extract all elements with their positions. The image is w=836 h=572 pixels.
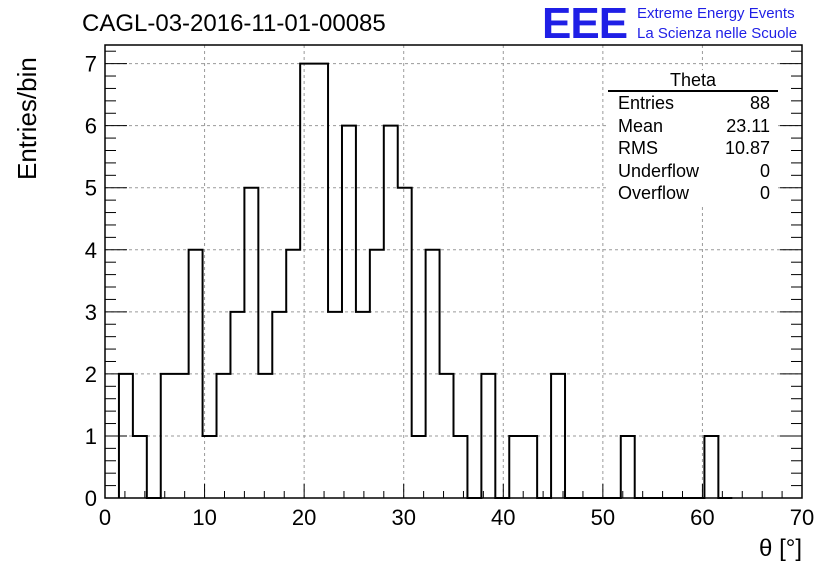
stats-row: Overflow 0 [608,182,778,205]
histogram-bar [133,436,147,498]
histogram-bar [454,436,468,498]
histogram-bar [398,188,412,498]
histogram-bar [175,374,189,498]
histogram-bar [272,312,286,498]
logo-line-2: La Scienza nelle Scuole [637,25,798,42]
plot-frame [104,44,803,499]
y-tick-label: 0 [85,486,97,511]
y-tick-label: 2 [85,362,97,387]
stats-value: 10.87 [724,138,770,158]
x-axis-label: θ [°] [759,535,802,562]
histogram-bar [217,374,231,498]
eee-logo: EEE [542,0,628,48]
x-tick-label: 40 [491,505,515,530]
stats-label: Overflow [618,183,690,203]
stats-label: Entries [618,93,675,113]
logo-line-1: Extreme Energy Events [637,5,795,22]
stats-value: 23.11 [726,115,770,136]
stats-title: Theta [608,70,778,92]
stats-box: Theta Entries 88 Mean 23.11 RMS 10.87 Under… [608,70,778,205]
histogram-bar [300,64,314,498]
y-tick-label: 6 [85,114,97,139]
y-tick-label: 4 [85,238,97,263]
x-tick-label: 60 [690,505,714,530]
x-tick-label: 20 [292,505,316,530]
stats-row: RMS 10.87 [608,137,778,160]
y-tick-label: 5 [85,176,97,201]
stats-value: 0 [759,160,770,181]
y-tick-label: 1 [85,424,97,449]
stats-label: Mean [618,115,664,136]
histogram-bar [230,312,244,498]
stats-label: Underflow [618,160,700,181]
histogram-bar [704,436,718,498]
x-tick-label: 30 [391,505,415,530]
stats-row: Entries 88 [608,92,778,115]
histogram-bar [244,188,258,498]
y-tick-label: 7 [85,52,97,77]
stats-value: 88 [749,93,770,113]
x-tick-label: 0 [99,505,111,530]
x-tick-label: 50 [591,505,615,530]
x-tick-label: 70 [790,505,814,530]
histogram-bar [523,436,537,498]
stats-value: 0 [759,183,770,203]
chart-title: CAGL-03-2016-11-01-00085 [82,10,386,37]
stats-row: Underflow 0 [608,160,778,183]
histogram-bar [412,436,426,498]
histogram-bar [356,312,370,498]
x-tick-label: 10 [192,505,216,530]
histogram-bar [258,374,272,498]
histogram-bar [328,312,342,498]
y-axis-label: Entries/bin [12,57,42,180]
y-tick-label: 3 [85,300,97,325]
stats-label: RMS [618,138,658,158]
logo-caption: Extreme Energy Events La Scienza nelle S… [637,4,797,44]
histogram-bar [621,436,635,498]
histogram-bar [314,64,328,498]
stats-row: Mean 23.11 [608,115,778,138]
histogram-bar [509,436,523,498]
